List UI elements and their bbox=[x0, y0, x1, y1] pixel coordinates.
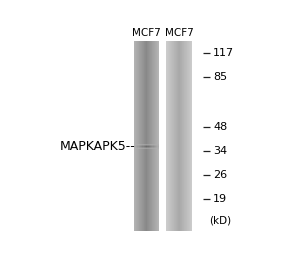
Bar bbox=[171, 41, 172, 231]
Text: 34: 34 bbox=[213, 146, 227, 155]
Bar bbox=[135, 41, 136, 231]
Bar bbox=[142, 41, 143, 231]
Bar bbox=[149, 41, 150, 231]
Bar bbox=[150, 41, 151, 231]
Bar bbox=[178, 41, 179, 231]
Bar bbox=[146, 41, 147, 231]
Bar bbox=[173, 41, 174, 231]
Text: 85: 85 bbox=[213, 72, 227, 82]
Bar bbox=[148, 41, 149, 231]
Bar bbox=[144, 41, 145, 231]
Bar bbox=[148, 41, 149, 231]
Bar bbox=[147, 41, 148, 231]
Bar bbox=[167, 41, 168, 231]
Bar bbox=[177, 41, 178, 231]
Bar bbox=[186, 41, 187, 231]
Text: MCF7: MCF7 bbox=[132, 28, 160, 38]
Bar bbox=[147, 41, 148, 231]
Text: 19: 19 bbox=[213, 194, 227, 204]
Bar bbox=[180, 41, 181, 231]
Bar bbox=[174, 41, 175, 231]
Bar bbox=[189, 41, 190, 231]
Bar bbox=[155, 41, 156, 231]
Bar bbox=[153, 41, 154, 231]
Text: MAPKAPK5--: MAPKAPK5-- bbox=[59, 140, 135, 153]
Bar bbox=[138, 41, 139, 231]
Bar bbox=[181, 41, 182, 231]
Bar bbox=[143, 41, 144, 231]
Bar bbox=[172, 41, 173, 231]
Bar bbox=[184, 41, 185, 231]
Bar bbox=[157, 41, 158, 231]
Bar bbox=[173, 41, 174, 231]
Bar bbox=[152, 41, 153, 231]
Bar bbox=[137, 41, 138, 231]
Bar bbox=[156, 41, 157, 231]
Bar bbox=[170, 41, 171, 231]
Bar bbox=[149, 41, 150, 231]
Bar bbox=[145, 41, 146, 231]
Bar bbox=[168, 41, 169, 231]
Bar bbox=[179, 41, 180, 231]
Text: 117: 117 bbox=[213, 48, 234, 58]
Bar bbox=[135, 41, 136, 231]
Bar bbox=[167, 41, 168, 231]
Bar bbox=[187, 41, 188, 231]
Bar bbox=[137, 41, 138, 231]
Bar bbox=[158, 41, 159, 231]
Bar bbox=[166, 41, 167, 231]
Bar bbox=[150, 41, 151, 231]
Text: (kD): (kD) bbox=[209, 216, 231, 226]
Bar bbox=[191, 41, 192, 231]
Bar bbox=[142, 41, 143, 231]
Bar bbox=[175, 41, 176, 231]
Text: MCF7: MCF7 bbox=[165, 28, 193, 38]
Bar bbox=[154, 41, 155, 231]
Bar bbox=[140, 41, 141, 231]
Bar bbox=[190, 41, 191, 231]
Bar bbox=[169, 41, 170, 231]
Bar bbox=[188, 41, 189, 231]
Bar bbox=[180, 41, 181, 231]
Bar bbox=[168, 41, 169, 231]
Bar bbox=[143, 41, 144, 231]
Bar bbox=[183, 41, 184, 231]
Bar bbox=[174, 41, 175, 231]
Bar bbox=[179, 41, 180, 231]
Bar bbox=[157, 41, 158, 231]
Bar bbox=[139, 41, 140, 231]
Bar bbox=[185, 41, 186, 231]
Text: 26: 26 bbox=[213, 170, 227, 180]
Bar bbox=[171, 41, 172, 231]
Text: 48: 48 bbox=[213, 122, 227, 132]
Bar bbox=[151, 41, 152, 231]
Bar bbox=[144, 41, 145, 231]
Bar bbox=[136, 41, 137, 231]
Bar bbox=[169, 41, 170, 231]
Bar bbox=[155, 41, 156, 231]
Bar bbox=[186, 41, 187, 231]
Bar bbox=[190, 41, 191, 231]
Bar bbox=[176, 41, 177, 231]
Bar bbox=[182, 41, 183, 231]
Bar bbox=[134, 41, 135, 231]
Bar bbox=[187, 41, 188, 231]
Bar bbox=[172, 41, 173, 231]
Bar bbox=[185, 41, 186, 231]
Bar bbox=[136, 41, 137, 231]
Bar bbox=[141, 41, 142, 231]
Bar bbox=[134, 41, 135, 231]
